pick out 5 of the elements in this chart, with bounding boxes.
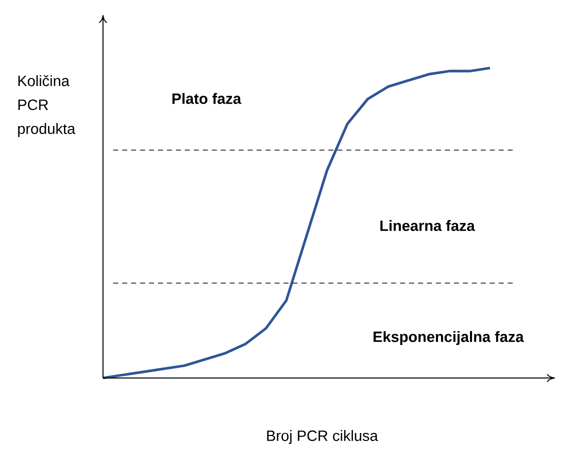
x-axis-title: Broj PCR ciklusa <box>267 430 378 444</box>
annotation: Linearna faza <box>380 220 475 232</box>
annotation: Plato faza <box>172 93 242 104</box>
y-axis-title: Količina PCR produkta <box>18 75 76 137</box>
annotation: Eksponencijalna faza <box>374 331 524 346</box>
